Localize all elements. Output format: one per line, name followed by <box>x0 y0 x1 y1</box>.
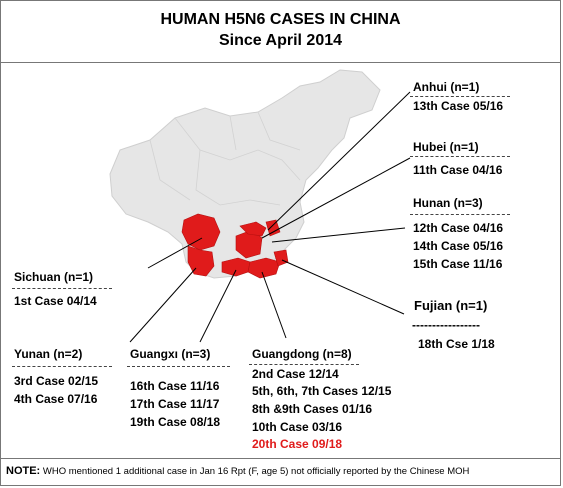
province-label-hunan: Hunan (n=3) <box>413 196 483 210</box>
case-hunan-1: 12th Case 04/16 <box>413 221 504 235</box>
case-hubei-1: 11th Case 04/16 <box>413 163 503 177</box>
leader-sichuan <box>147 237 203 269</box>
province-borders <box>149 111 301 206</box>
fujian-separator: ----------------- <box>412 318 480 332</box>
case-guangxi-1: 16th Case 11/16 <box>130 379 220 393</box>
case-yunan-1: 3rd Case 02/15 <box>14 374 99 388</box>
leader-guangdong <box>261 271 287 339</box>
title-box: HUMAN H5N6 CASES IN CHINA Since April 20… <box>0 0 561 63</box>
case-hunan-2: 14th Case 05/16 <box>413 239 504 253</box>
leader-hubei <box>261 157 411 239</box>
case-sichuan-1: 1st Case 04/14 <box>14 294 97 308</box>
province-guangxi <box>221 257 251 277</box>
case-guangdong-3: 8th &9th Cases 01/16 <box>252 402 373 416</box>
affected-provinces <box>181 213 289 279</box>
province-hubei <box>239 221 267 237</box>
china-outline <box>109 69 381 279</box>
leader-lines <box>129 91 411 343</box>
divider-yunan <box>12 366 112 367</box>
note-text: WHO mentioned 1 additional case in Jan 1… <box>40 466 470 477</box>
divider-hunan <box>410 214 510 215</box>
divider-hubei <box>410 156 510 157</box>
leader-guangxi <box>199 269 237 343</box>
case-yunan-2: 4th Case 07/16 <box>14 392 98 406</box>
divider-anhui <box>410 96 510 97</box>
province-label-anhui: Anhui (n=1) <box>413 80 480 94</box>
province-fujian <box>273 249 289 267</box>
case-hunan-3: 15th Case 11/16 <box>413 257 503 271</box>
case-guangxi-2: 17th Case 11/17 <box>130 397 220 411</box>
map-subtitle: Since April 2014 <box>218 32 343 49</box>
province-yunnan <box>187 245 215 277</box>
province-guangdong <box>247 257 281 279</box>
leader-hunan <box>271 227 406 243</box>
case-guangdong-4: 10th Case 03/16 <box>252 420 343 434</box>
case-guangxi-3: 19th Case 08/18 <box>130 415 221 429</box>
case-guangdong-2: 5th, 6th, 7th Cases 12/15 <box>252 384 392 398</box>
province-anhui <box>265 219 281 237</box>
province-label-fujian: Fujian (n=1) <box>414 298 488 313</box>
divider-sichuan <box>12 288 112 289</box>
case-guangdong-5-highlight: 20th Case 09/18 <box>252 437 343 451</box>
province-label-guangdong: Guangdong (n=8) <box>252 347 352 361</box>
divider-guangxi <box>127 366 230 367</box>
map-title: HUMAN H5N6 CASES IN CHINA <box>160 11 401 28</box>
case-anhui-1: 13th Case 05/16 <box>413 99 504 113</box>
note-box: NOTE: WHO mentioned 1 additional case in… <box>0 458 561 486</box>
divider-guangdong <box>249 364 359 365</box>
province-label-hubei: Hubei (n=1) <box>413 140 479 154</box>
province-label-sichuan: Sichuan (n=1) <box>14 270 94 284</box>
province-sichuan <box>181 213 221 251</box>
leader-anhui <box>267 91 411 231</box>
note-label: NOTE: <box>6 465 41 477</box>
province-label-guangxi: Guangxı (n=3) <box>130 347 211 361</box>
leader-yunan <box>129 267 197 343</box>
province-label-yunan: Yunan (n=2) <box>14 347 83 361</box>
case-fujian-1: 18th Cse 1/18 <box>418 337 495 351</box>
case-guangdong-1: 2nd Case 12/14 <box>252 367 339 381</box>
leader-fujian <box>281 259 405 315</box>
